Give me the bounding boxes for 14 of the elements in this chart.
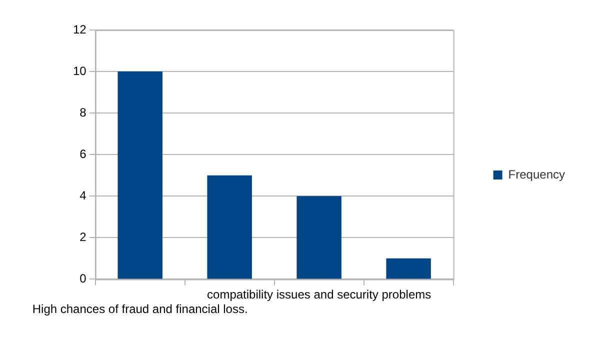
y-tick-label: 12: [72, 22, 87, 36]
legend-label: Frequency: [508, 167, 566, 182]
bar: [296, 196, 342, 279]
y-tick-label: 4: [80, 188, 87, 202]
bar: [207, 175, 252, 279]
bar: [386, 258, 431, 279]
y-tick-label: 6: [80, 146, 87, 161]
y-tick-label: 10: [72, 64, 87, 78]
x-tick-label: compatibility issues and security problems: [207, 288, 432, 302]
y-tick-label: 0: [80, 272, 87, 286]
bar: [118, 72, 162, 279]
y-tick-label: 2: [80, 230, 87, 244]
x-tick-label: High chances of fraud and financial loss.: [32, 302, 248, 316]
y-tick-label: 8: [80, 105, 87, 120]
